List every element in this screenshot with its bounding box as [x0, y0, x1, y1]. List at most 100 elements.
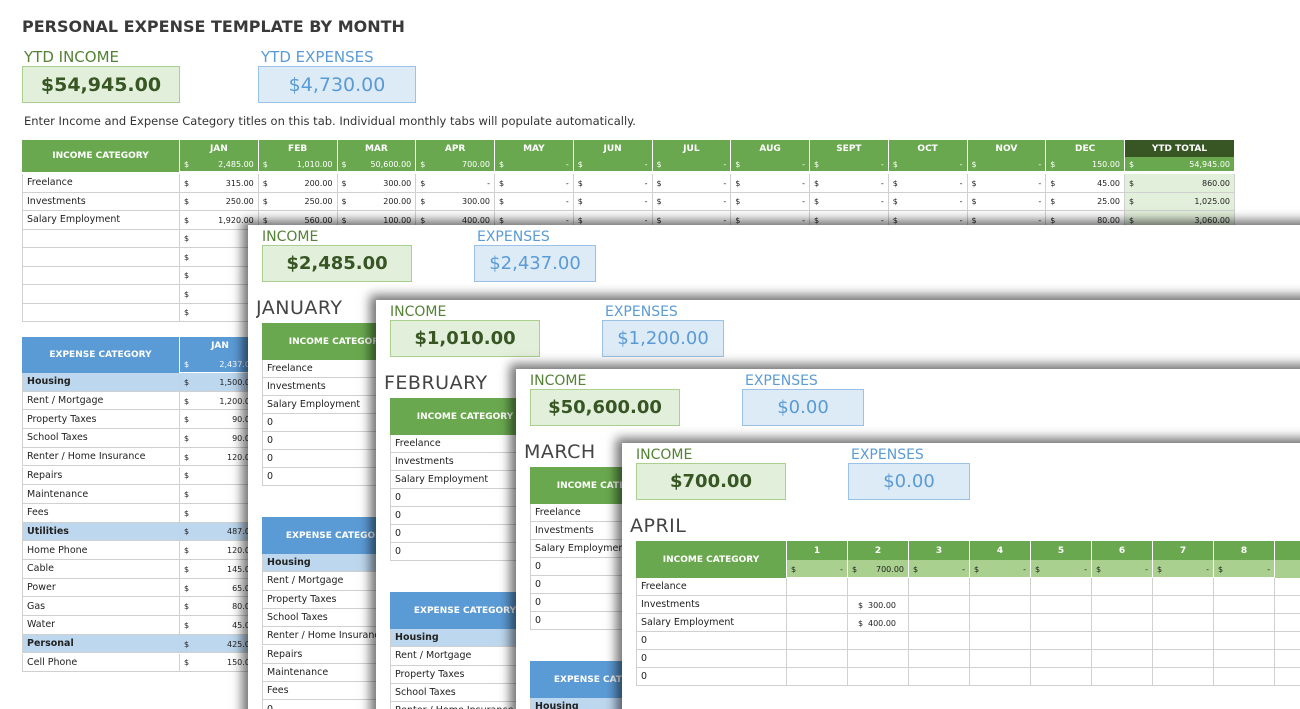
- income-row-label: Salary Employment: [636, 614, 787, 632]
- income-label: INCOME: [390, 304, 447, 320]
- money-cell: $ -: [967, 157, 1047, 172]
- currency-symbol: $: [184, 271, 190, 281]
- money-cell: $ -: [1153, 560, 1214, 578]
- day-cell: [1214, 650, 1275, 668]
- currency-symbol: $: [1035, 564, 1041, 574]
- amount: 3,060.00: [1194, 215, 1230, 225]
- amount: 425.00: [227, 639, 255, 649]
- day-cell: [1031, 614, 1092, 632]
- amount: 80.00: [232, 602, 255, 612]
- money-cell: $ -: [652, 157, 732, 172]
- day-cell: [970, 650, 1031, 668]
- expense-row-label: Gas: [22, 597, 180, 617]
- currency-symbol: $: [184, 289, 190, 299]
- income-row-label: Investments: [636, 596, 787, 614]
- amount: -: [644, 160, 648, 169]
- currency-symbol: $: [971, 178, 977, 188]
- income-box: $2,485.00: [262, 245, 412, 282]
- day-cell: [1092, 596, 1153, 614]
- expenses-box: $0.00: [848, 463, 970, 500]
- money-cell: $1,920.00: [180, 211, 259, 230]
- currency-symbol: $: [1218, 564, 1224, 574]
- amount: -: [880, 197, 884, 207]
- currency-symbol: $: [1129, 197, 1135, 207]
- money-cell: $2,485.00: [180, 157, 259, 172]
- money-cell: $ -: [967, 174, 1047, 193]
- currency-symbol: $: [420, 160, 426, 169]
- currency-symbol: $: [184, 639, 190, 649]
- expense-row-label: School Taxes: [22, 429, 180, 448]
- month-header: OCT: [888, 140, 968, 157]
- money-cell: $: [180, 303, 259, 322]
- day-header: 5: [1031, 541, 1092, 560]
- ytd-expenses-box: $4,730.00: [258, 66, 416, 103]
- income-label: INCOME: [530, 373, 587, 389]
- day-cell: [1092, 614, 1153, 632]
- amount: 2,437.00: [219, 359, 255, 369]
- empty-row-label: [22, 285, 180, 304]
- currency-symbol: $: [892, 160, 898, 169]
- currency-symbol: $: [184, 377, 190, 387]
- amount: -: [880, 160, 884, 169]
- amount: -: [959, 160, 963, 169]
- amount: 200.00: [304, 178, 333, 188]
- currency-symbol: $: [184, 178, 190, 188]
- amount: -: [802, 215, 805, 225]
- day-cell: [787, 578, 848, 596]
- expense-header: EXPENSE CATEGORY: [390, 592, 541, 629]
- day-cell: [1214, 614, 1275, 632]
- amount: 54,945.00: [1189, 160, 1230, 169]
- currency-symbol: $: [974, 564, 980, 574]
- month-header: AUG: [731, 140, 810, 157]
- expense-row-label: Home Phone: [22, 541, 180, 560]
- currency-symbol: $: [735, 178, 741, 188]
- amount: -: [1084, 564, 1087, 574]
- month-header: APR: [416, 140, 495, 157]
- amount: 860.00: [1202, 178, 1230, 188]
- amount: 1,025.00: [1194, 197, 1230, 207]
- day-cell: [909, 668, 970, 686]
- amount: -: [565, 215, 569, 225]
- income-header: INCOME CATEGORY: [390, 398, 541, 435]
- currency-symbol: $: [1096, 564, 1102, 574]
- amount: -: [644, 197, 648, 207]
- ytd-income-box: $54,945.00: [22, 66, 180, 103]
- expense-row-label: Renter / Home Insurance: [22, 447, 180, 467]
- instruction-note: Enter Income and Expense Category titles…: [24, 114, 636, 128]
- day-cell: [1275, 614, 1300, 632]
- empty-row-label: [22, 266, 180, 285]
- day-cell: [909, 632, 970, 650]
- amount: -: [644, 178, 648, 188]
- currency-symbol: $: [1050, 215, 1056, 225]
- day-cell: [970, 596, 1031, 614]
- amount: -: [723, 160, 727, 169]
- amount: -: [959, 178, 963, 188]
- currency-symbol: $: [184, 215, 190, 225]
- page-title: PERSONAL EXPENSE TEMPLATE BY MONTH: [22, 16, 405, 36]
- amount: 1,010.00: [296, 160, 333, 169]
- money-cell: $ -: [573, 192, 653, 211]
- currency-symbol: $: [858, 600, 864, 610]
- amount: -: [1038, 197, 1042, 207]
- amount: 700.00: [462, 160, 490, 169]
- currency-symbol: $: [577, 178, 583, 188]
- money-cell: $: [180, 285, 259, 304]
- day-cell: [848, 650, 909, 668]
- month-title: JANUARY: [256, 297, 343, 319]
- money-cell: $150.00: [1046, 157, 1125, 172]
- currency-symbol: $: [913, 564, 919, 574]
- income-row-label: Freelance: [22, 174, 180, 193]
- expense-row-label: Fees: [22, 503, 180, 523]
- month-header: JUN: [573, 140, 653, 157]
- currency-symbol: $: [341, 215, 347, 225]
- expenses-box: $0.00: [742, 389, 864, 426]
- amount: 150.00: [1092, 160, 1120, 169]
- money-cell: $315.00: [180, 174, 259, 193]
- amount: 90.00: [232, 433, 255, 443]
- money-cell: $ -: [787, 560, 848, 578]
- amount: -: [723, 178, 727, 188]
- money-cell: $250.00: [258, 192, 338, 211]
- currency-symbol: $: [1050, 197, 1056, 207]
- expense-row-label: Housing: [22, 373, 180, 392]
- day-cell: [848, 668, 909, 686]
